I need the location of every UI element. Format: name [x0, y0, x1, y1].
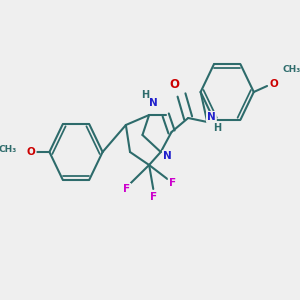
Text: CH₃: CH₃ [283, 65, 300, 74]
Text: H: H [141, 90, 149, 100]
Text: O: O [170, 79, 180, 92]
Text: O: O [27, 147, 35, 157]
Text: N: N [149, 98, 158, 108]
Text: H: H [213, 123, 221, 133]
Text: N: N [163, 151, 172, 161]
Text: CH₃: CH₃ [0, 146, 17, 154]
Text: F: F [123, 184, 130, 194]
Text: F: F [150, 192, 157, 202]
Text: N: N [207, 112, 216, 122]
Text: F: F [169, 178, 176, 188]
Text: O: O [269, 79, 278, 89]
